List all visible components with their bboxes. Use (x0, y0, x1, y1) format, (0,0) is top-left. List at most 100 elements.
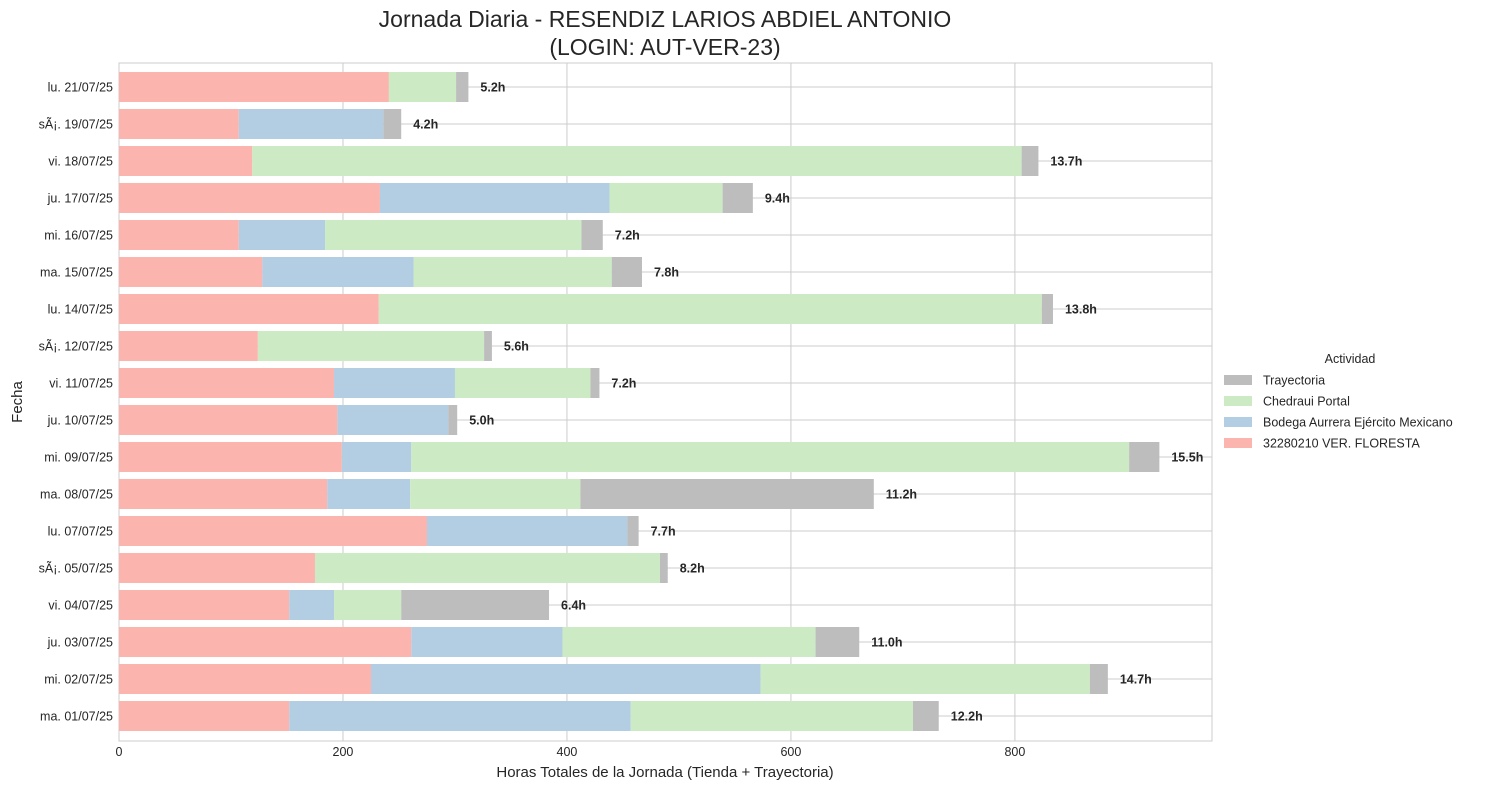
total-label: 12.2h (951, 710, 983, 724)
legend-title: Actividad (1325, 352, 1376, 366)
x-tick-label: 0 (116, 745, 123, 759)
bar-segment (337, 405, 449, 435)
bar-segment (1089, 664, 1108, 694)
bar-segment (448, 405, 458, 435)
bar-segment (119, 405, 338, 435)
bar-segment (334, 590, 402, 620)
bar-segment (119, 183, 380, 213)
x-axis-label: Horas Totales de la Jornada (Tienda + Tr… (496, 764, 833, 781)
total-label: 5.0h (469, 414, 494, 428)
bar-segment (1041, 294, 1053, 324)
total-label: 7.2h (611, 377, 636, 391)
legend-swatch (1224, 438, 1252, 448)
y-tick-label: mi. 09/07/25 (44, 451, 113, 465)
legend-swatch (1224, 396, 1252, 406)
bar-segment (426, 516, 628, 546)
bar-segment (314, 553, 660, 583)
total-label: 9.4h (765, 192, 790, 206)
bar-segment (238, 109, 384, 139)
total-label: 11.2h (886, 488, 917, 502)
bar-segment (119, 516, 427, 546)
x-tick-labels: 0 200 400 600 800 (116, 745, 1026, 759)
bar-segment (119, 442, 342, 472)
bar-segment (411, 627, 563, 657)
total-label: 14.7h (1120, 673, 1152, 687)
legend-entry: 32280210 VER. FLORESTA (1263, 437, 1420, 451)
total-label: 6.4h (561, 599, 586, 613)
bar-segment (119, 664, 371, 694)
bar-segment (627, 516, 639, 546)
y-tick-label: ma. 01/07/25 (40, 710, 113, 724)
bar-segment (413, 257, 612, 287)
bar-segment (119, 553, 315, 583)
x-tick-label: 200 (333, 745, 354, 759)
bar-segment (334, 368, 455, 398)
y-axis-label: Fecha (9, 381, 26, 423)
y-tick-label: sÃ¡. 12/07/25 (39, 340, 113, 354)
x-tick-label: 400 (557, 745, 578, 759)
bar-segment (580, 479, 874, 509)
bar-segment (609, 183, 723, 213)
bar-segment (760, 664, 1090, 694)
bar-segment (722, 183, 753, 213)
x-tick-label: 600 (780, 745, 801, 759)
bar-segment (119, 294, 379, 324)
bar-segment (119, 331, 258, 361)
bar-segment (383, 109, 402, 139)
bar-segment (119, 479, 328, 509)
legend-entry: Chedraui Portal (1263, 395, 1350, 409)
bar-segment (590, 368, 600, 398)
bar-segment (119, 627, 412, 657)
legend-swatch (1224, 417, 1252, 427)
bar-segment (119, 220, 239, 250)
bar-segment (1129, 442, 1160, 472)
total-label: 7.7h (651, 525, 676, 539)
total-label: 13.8h (1065, 303, 1097, 317)
bar-segment (401, 590, 550, 620)
legend-entry: Bodega Aurrera Ejército Mexicano (1263, 416, 1453, 430)
y-tick-label: vi. 18/07/25 (48, 155, 113, 169)
total-label: 8.2h (680, 562, 705, 576)
bar-segment (454, 368, 591, 398)
bar-segment (119, 109, 239, 139)
bar-segment (119, 146, 253, 176)
bars-group (119, 72, 1160, 731)
bar-segment (378, 294, 1042, 324)
total-label: 4.2h (413, 118, 438, 132)
bar-segment (611, 257, 642, 287)
bar-segment (456, 72, 469, 102)
y-tick-label: ma. 08/07/25 (40, 488, 113, 502)
legend-entry: Trayectoria (1263, 374, 1325, 388)
bar-segment (289, 701, 631, 731)
bar-segment (119, 590, 290, 620)
bar-segment (325, 220, 582, 250)
bar-segment (410, 479, 581, 509)
y-tick-label: mi. 16/07/25 (44, 229, 113, 243)
bar-segment (411, 442, 1130, 472)
bar-segment (341, 442, 412, 472)
y-tick-label: vi. 11/07/25 (49, 377, 113, 391)
bar-segment (388, 72, 457, 102)
bar-segment (257, 331, 485, 361)
bar-segment (119, 257, 263, 287)
y-tick-label: lu. 21/07/25 (48, 81, 113, 95)
total-label: 5.6h (504, 340, 529, 354)
bar-segment (630, 701, 913, 731)
total-label: 15.5h (1171, 451, 1203, 465)
total-label: 7.8h (654, 266, 679, 280)
bar-segment (1021, 146, 1039, 176)
y-tick-label: ju. 03/07/25 (47, 636, 113, 650)
bar-segment (484, 331, 492, 361)
y-tick-label: lu. 07/07/25 (48, 525, 113, 539)
y-tick-label: sÃ¡. 19/07/25 (39, 118, 113, 132)
bar-segment (815, 627, 860, 657)
x-tick-label: 800 (1004, 745, 1025, 759)
legend: Actividad Trayectoria Chedraui Portal Bode… (1224, 352, 1453, 451)
total-label: 5.2h (480, 81, 505, 95)
bar-segment (238, 220, 326, 250)
legend-swatch (1224, 375, 1252, 385)
chart-title-line2: (LOGIN: AUT-VER-23) (549, 34, 780, 60)
y-tick-label: lu. 14/07/25 (48, 303, 113, 317)
y-tick-label: ma. 15/07/25 (40, 266, 113, 280)
